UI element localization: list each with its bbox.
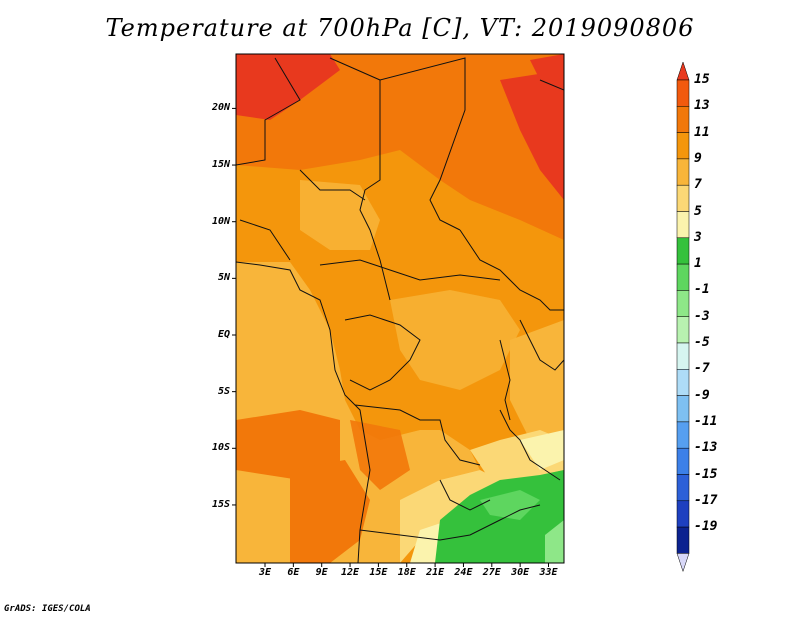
colorbar-label: -19: [694, 519, 718, 535]
colorbar-segment: [676, 106, 690, 133]
colorbar-segment: [676, 421, 690, 449]
map-frame: [235, 53, 565, 564]
colorbar-label: 5: [694, 203, 702, 219]
colorbar-label: -11: [694, 413, 718, 429]
lon-label: 21E: [426, 567, 445, 578]
lat-label: 15N: [211, 159, 230, 171]
colorbar-label: -17: [694, 492, 718, 508]
colorbar-segment: [676, 263, 690, 291]
field-13-15-corner: [530, 54, 564, 80]
colorbar-label: -15: [694, 466, 718, 482]
colorbar-segment: [676, 526, 690, 554]
colorbar: [676, 61, 690, 573]
lat-label: 15S: [211, 498, 230, 510]
colorbar-top-arrow: [676, 61, 690, 81]
field-minus3-minus1: [545, 520, 564, 563]
colorbar-label: 1: [694, 256, 702, 272]
colorbar-label: -5: [694, 335, 710, 350]
colorbar-segment: [676, 290, 690, 317]
field-13-15-northwest: [236, 54, 340, 120]
colorbar-segment: [676, 447, 690, 475]
field-13-15-northeast: [500, 70, 564, 200]
colorbar-label: -3: [694, 308, 710, 324]
colorbar-segment: [676, 237, 690, 265]
colorbar-segment: [676, 158, 690, 186]
lon-label: 30E: [511, 567, 530, 578]
colorbar-segment: [676, 79, 690, 107]
field-11-13-north: [236, 54, 564, 240]
field-7-9-central: [390, 290, 520, 390]
colorbar-segment: [676, 132, 690, 160]
colorbar-label: -9: [694, 387, 710, 403]
colorbar-bottom-arrow: [676, 553, 690, 573]
lon-label: 6E: [287, 567, 300, 578]
colorbar-label: 11: [694, 124, 710, 140]
lat-label: 20N: [211, 102, 230, 114]
field-11-13-namibia: [290, 460, 370, 563]
colorbar-segment: [676, 369, 690, 396]
axis-ticks: [232, 107, 549, 567]
lat-label: EQ: [217, 329, 230, 340]
colorbar-segment: [676, 184, 690, 212]
lat-label: 10N: [211, 215, 230, 227]
lon-label: 24E: [454, 567, 473, 578]
lon-label: 3E: [258, 567, 272, 578]
colorbar-segment: [676, 474, 690, 502]
lat-label: 5S: [217, 385, 230, 397]
grads-credit: GrADS: IGES/COLA: [4, 604, 91, 614]
colorbar-label: -7: [694, 361, 710, 377]
chart-title: Temperature at 700hPa [C], VT: 201909080…: [105, 14, 695, 42]
lat-label: 10S: [211, 442, 230, 454]
colorbar-segment: [676, 211, 690, 239]
colorbar-label: 15: [694, 72, 710, 87]
colorbar-segment: [676, 316, 690, 344]
lon-label: 33E: [539, 567, 558, 578]
field-minus1-1: [480, 490, 540, 520]
lon-label: 15E: [369, 567, 388, 578]
colorbar-label: 9: [694, 150, 702, 166]
colorbar-label: 13: [694, 98, 710, 114]
lat-label: 5N: [217, 272, 230, 284]
lon-label: 9E: [315, 567, 328, 578]
field-11-13-angola-coast: [236, 410, 340, 480]
colorbar-label: 3: [694, 229, 702, 245]
field-7-9-east: [510, 320, 564, 440]
lon-label: 27E: [482, 567, 501, 578]
colorbar-label: -13: [694, 440, 718, 456]
colorbar-segment: [676, 395, 690, 423]
temperature-field: [236, 54, 564, 563]
field-7-9-nigeria: [300, 180, 380, 250]
lon-label: 18E: [397, 567, 416, 578]
colorbar-segment: [676, 342, 690, 370]
colorbar-label: 7: [694, 177, 702, 193]
field-3-5-east: [520, 430, 564, 470]
country-borders: [236, 57, 564, 563]
colorbar-label: -1: [694, 282, 710, 298]
lon-label: 12E: [341, 567, 360, 578]
colorbar-segment: [676, 500, 690, 528]
